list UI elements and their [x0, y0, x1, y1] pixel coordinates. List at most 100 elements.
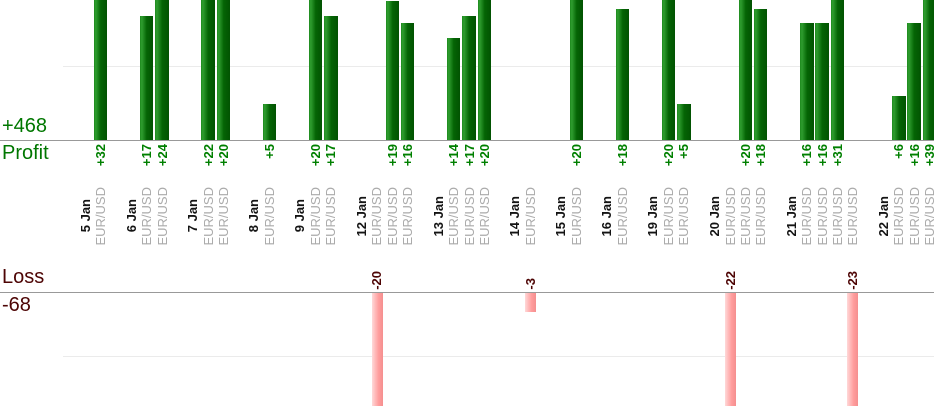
profit-bar [677, 103, 691, 140]
profit-value-label-text: +39 [922, 144, 934, 167]
profit-value-label-text: +16 [814, 144, 830, 167]
symbol-label: EUR/USD [722, 183, 738, 249]
loss-value-label: -23 [845, 256, 860, 290]
date-label-text: 15 Jan [553, 195, 569, 237]
date-label-text: 8 Jan [246, 199, 262, 233]
profit-value-label: +31 [830, 144, 845, 196]
profit-value-label-text: +31 [829, 144, 845, 167]
profit-value-label-text: +17 [323, 144, 339, 167]
profit-value-label: +24 [154, 144, 170, 196]
profit-bar [830, 0, 845, 140]
profit-bar [155, 0, 169, 140]
profit-bar [201, 0, 215, 140]
profit-value-label-text: +18 [753, 144, 769, 167]
profit-value-label: +20 [308, 144, 323, 196]
profit-value-label-text: +16 [799, 144, 815, 167]
profit-bar [907, 23, 921, 140]
profit-bar [569, 0, 584, 140]
date-label: 8 Jan [246, 183, 262, 249]
date-label: 16 Jan [599, 183, 614, 249]
date-label-text: 12 Jan [353, 195, 369, 237]
profit-value-label: +5 [262, 144, 277, 196]
profit-value-label-text: +19 [384, 144, 400, 167]
profit-bar [139, 15, 154, 140]
date-label: 5 Jan [77, 183, 93, 249]
profit-value-label: +20 [569, 144, 584, 196]
profit-value-label: +39 [922, 144, 934, 196]
profit-value-label: +5 [676, 144, 691, 196]
date-label-text: 21 Jan [783, 195, 799, 237]
date-label-text: 13 Jan [430, 195, 446, 237]
profit-value-label: +16 [400, 144, 415, 196]
profit-value-label-text: +16 [400, 144, 416, 167]
profit-bar [892, 96, 906, 140]
date-label-text: 19 Jan [645, 195, 661, 237]
profit-value-label: +18 [615, 144, 630, 196]
profit-bar [308, 0, 323, 140]
profit-value-label: +17 [139, 144, 154, 196]
profit-value-label: +17 [461, 144, 477, 196]
date-label-text: 14 Jan [507, 195, 523, 237]
profit-value-label-text: +6 [891, 144, 907, 159]
loss-baseline [0, 292, 934, 293]
profit-bar [385, 1, 400, 140]
profit-value-label: +19 [385, 144, 400, 196]
profit-bar [922, 0, 934, 140]
profit-value-label: +16 [907, 144, 922, 196]
date-label-text: 20 Jan [706, 195, 722, 237]
profit-value-label: +16 [814, 144, 830, 196]
date-label: 20 Jan [706, 183, 722, 249]
profit-value-label-text: +32 [93, 144, 109, 167]
profit-value-label-text: +5 [676, 144, 692, 159]
loss-plot-area [0, 293, 934, 406]
loss-value-label: -20 [369, 256, 384, 290]
profit-value-label: +6 [891, 144, 906, 196]
profit-bar [477, 0, 492, 140]
loss-value-label-text: -3 [522, 278, 538, 290]
profit-axis-title: Profit [2, 142, 49, 164]
profit-value-label-text: +20 [308, 144, 324, 167]
profit-bar [753, 8, 768, 140]
date-label: 15 Jan [553, 183, 569, 249]
loss-value-label-text: -23 [845, 271, 861, 290]
profit-value-label-text: +20 [661, 144, 677, 167]
profit-bar [661, 0, 676, 140]
loss-value-label-text: -22 [722, 271, 738, 290]
profit-value-label-text: +22 [200, 144, 216, 167]
profit-value-label: +20 [477, 144, 492, 196]
date-label-text: 5 Jan [77, 199, 93, 233]
loss-gridline [63, 356, 934, 357]
profit-value-label-text: +14 [446, 144, 462, 167]
profit-baseline [0, 140, 934, 141]
date-label: 19 Jan [645, 183, 661, 249]
loss-bar [724, 293, 736, 406]
profit-plot-area [0, 0, 934, 140]
date-label: 21 Jan [783, 183, 799, 249]
profit-value-label: +20 [216, 144, 231, 196]
symbol-label-text: EUR/USD [369, 186, 385, 246]
symbol-label: EUR/USD [523, 183, 538, 249]
profit-value-label-text: +20 [215, 144, 231, 167]
profit-value-label: +32 [93, 144, 108, 196]
profit-value-label-text: +17 [139, 144, 155, 167]
profit-value-label-text: +24 [154, 144, 170, 167]
loss-bar [525, 293, 536, 312]
profit-bar [324, 15, 338, 140]
symbol-label: EUR/USD [369, 183, 384, 249]
date-label: 22 Jan [876, 183, 891, 249]
loss-value-label: -3 [523, 256, 538, 290]
profit-value-label: +20 [738, 144, 753, 196]
symbol-label: EUR/USD [845, 183, 860, 249]
profit-value-label-text: +16 [906, 144, 922, 167]
date-label: 6 Jan [124, 183, 139, 249]
profit-bar [800, 23, 814, 140]
profit-bar [262, 103, 277, 140]
profit-bar [400, 23, 415, 140]
profit-value-label: +17 [323, 144, 338, 196]
loss-value-label: -22 [722, 256, 738, 290]
profit-total: +468 [2, 115, 48, 137]
profit-bar [615, 8, 630, 140]
profit-gridline [63, 66, 934, 67]
loss-total: -68 [2, 294, 31, 316]
